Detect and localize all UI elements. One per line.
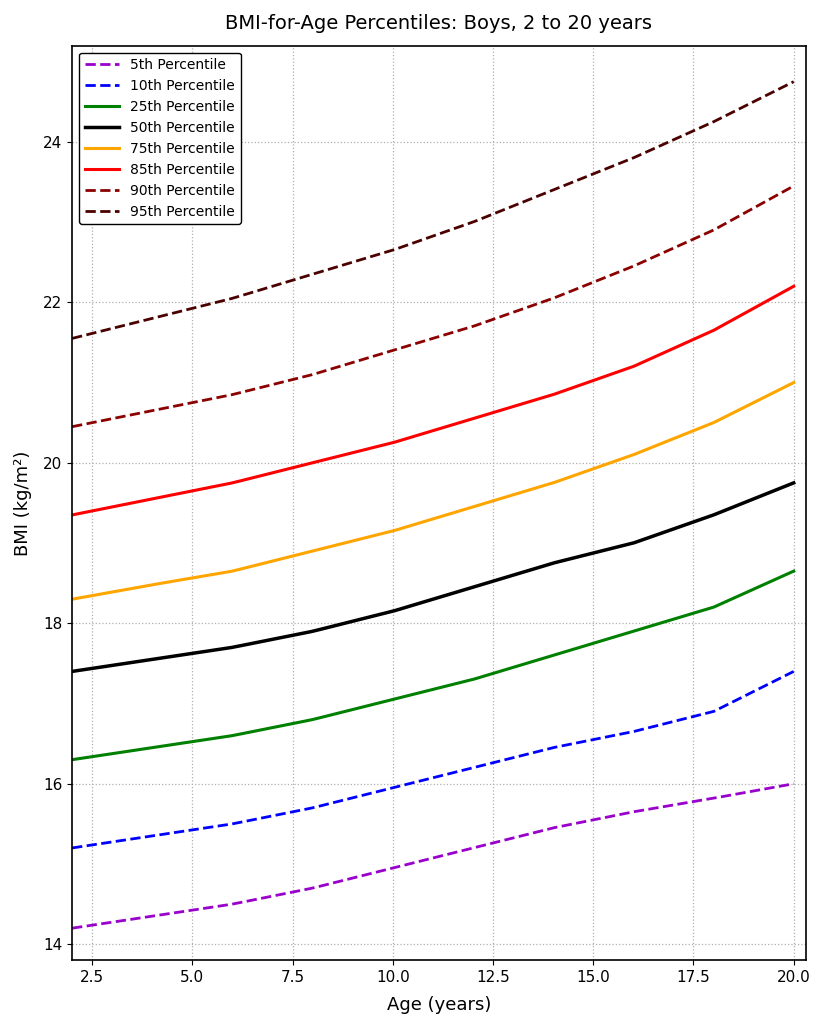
- 50th Percentile: [111, 659, 121, 671]
- 5th Percentile: [202, 902, 211, 914]
- 75th Percentile: [202, 570, 211, 582]
- 75th Percentile: [727, 407, 737, 419]
- 10th Percentile: [111, 835, 121, 847]
- 75th Percentile: [752, 395, 762, 407]
- 75th Percentile: [67, 593, 77, 605]
- 90th Percentile: [752, 199, 762, 212]
- 50th Percentile: [259, 635, 269, 648]
- 90th Percentile: [202, 394, 211, 406]
- Line: 90th Percentile: 90th Percentile: [72, 186, 794, 427]
- 5th Percentile: [111, 916, 121, 928]
- Legend: 5th Percentile, 10th Percentile, 25th Percentile, 50th Percentile, 75th Percenti: 5th Percentile, 10th Percentile, 25th Pe…: [79, 52, 240, 224]
- Y-axis label: BMI (kg/m²): BMI (kg/m²): [14, 450, 32, 555]
- 5th Percentile: [727, 788, 737, 801]
- 50th Percentile: [789, 477, 799, 489]
- 85th Percentile: [789, 280, 799, 292]
- Line: 5th Percentile: 5th Percentile: [72, 783, 794, 928]
- 85th Percentile: [202, 482, 211, 494]
- 50th Percentile: [752, 491, 762, 504]
- 50th Percentile: [67, 665, 77, 677]
- 95th Percentile: [67, 332, 77, 344]
- 95th Percentile: [202, 299, 211, 311]
- Line: 75th Percentile: 75th Percentile: [72, 382, 794, 599]
- 25th Percentile: [111, 747, 121, 760]
- 90th Percentile: [727, 214, 737, 226]
- 90th Percentile: [259, 380, 269, 393]
- 5th Percentile: [67, 922, 77, 934]
- 75th Percentile: [789, 376, 799, 389]
- 90th Percentile: [111, 412, 121, 425]
- 10th Percentile: [259, 811, 269, 823]
- 90th Percentile: [96, 414, 106, 427]
- 95th Percentile: [259, 283, 269, 295]
- 10th Percentile: [202, 821, 211, 834]
- 5th Percentile: [752, 784, 762, 797]
- 10th Percentile: [789, 665, 799, 677]
- 25th Percentile: [752, 581, 762, 593]
- Line: 95th Percentile: 95th Percentile: [72, 81, 794, 338]
- 50th Percentile: [96, 661, 106, 673]
- 85th Percentile: [727, 314, 737, 326]
- 5th Percentile: [96, 918, 106, 930]
- 50th Percentile: [727, 502, 737, 514]
- 85th Percentile: [111, 500, 121, 512]
- 25th Percentile: [789, 565, 799, 578]
- 75th Percentile: [96, 588, 106, 600]
- 95th Percentile: [752, 94, 762, 106]
- Line: 10th Percentile: 10th Percentile: [72, 671, 794, 848]
- 95th Percentile: [96, 325, 106, 337]
- 85th Percentile: [96, 503, 106, 515]
- 5th Percentile: [259, 891, 269, 904]
- 90th Percentile: [67, 420, 77, 433]
- 85th Percentile: [259, 469, 269, 481]
- 75th Percentile: [111, 585, 121, 597]
- 10th Percentile: [752, 684, 762, 696]
- 95th Percentile: [111, 322, 121, 334]
- 95th Percentile: [789, 75, 799, 87]
- Line: 25th Percentile: 25th Percentile: [72, 572, 794, 760]
- X-axis label: Age (years): Age (years): [387, 996, 491, 1014]
- 10th Percentile: [96, 838, 106, 850]
- 95th Percentile: [727, 106, 737, 118]
- 10th Percentile: [67, 842, 77, 854]
- 25th Percentile: [727, 593, 737, 605]
- Line: 50th Percentile: 50th Percentile: [72, 483, 794, 671]
- 25th Percentile: [259, 723, 269, 735]
- 10th Percentile: [727, 696, 737, 708]
- Line: 85th Percentile: 85th Percentile: [72, 286, 794, 515]
- 90th Percentile: [789, 180, 799, 192]
- 75th Percentile: [259, 557, 269, 570]
- 25th Percentile: [96, 749, 106, 762]
- 25th Percentile: [67, 754, 77, 766]
- 25th Percentile: [202, 733, 211, 745]
- 85th Percentile: [752, 300, 762, 313]
- 5th Percentile: [789, 777, 799, 790]
- 50th Percentile: [202, 646, 211, 658]
- Title: BMI-for-Age Percentiles: Boys, 2 to 20 years: BMI-for-Age Percentiles: Boys, 2 to 20 y…: [225, 14, 653, 33]
- 85th Percentile: [67, 509, 77, 521]
